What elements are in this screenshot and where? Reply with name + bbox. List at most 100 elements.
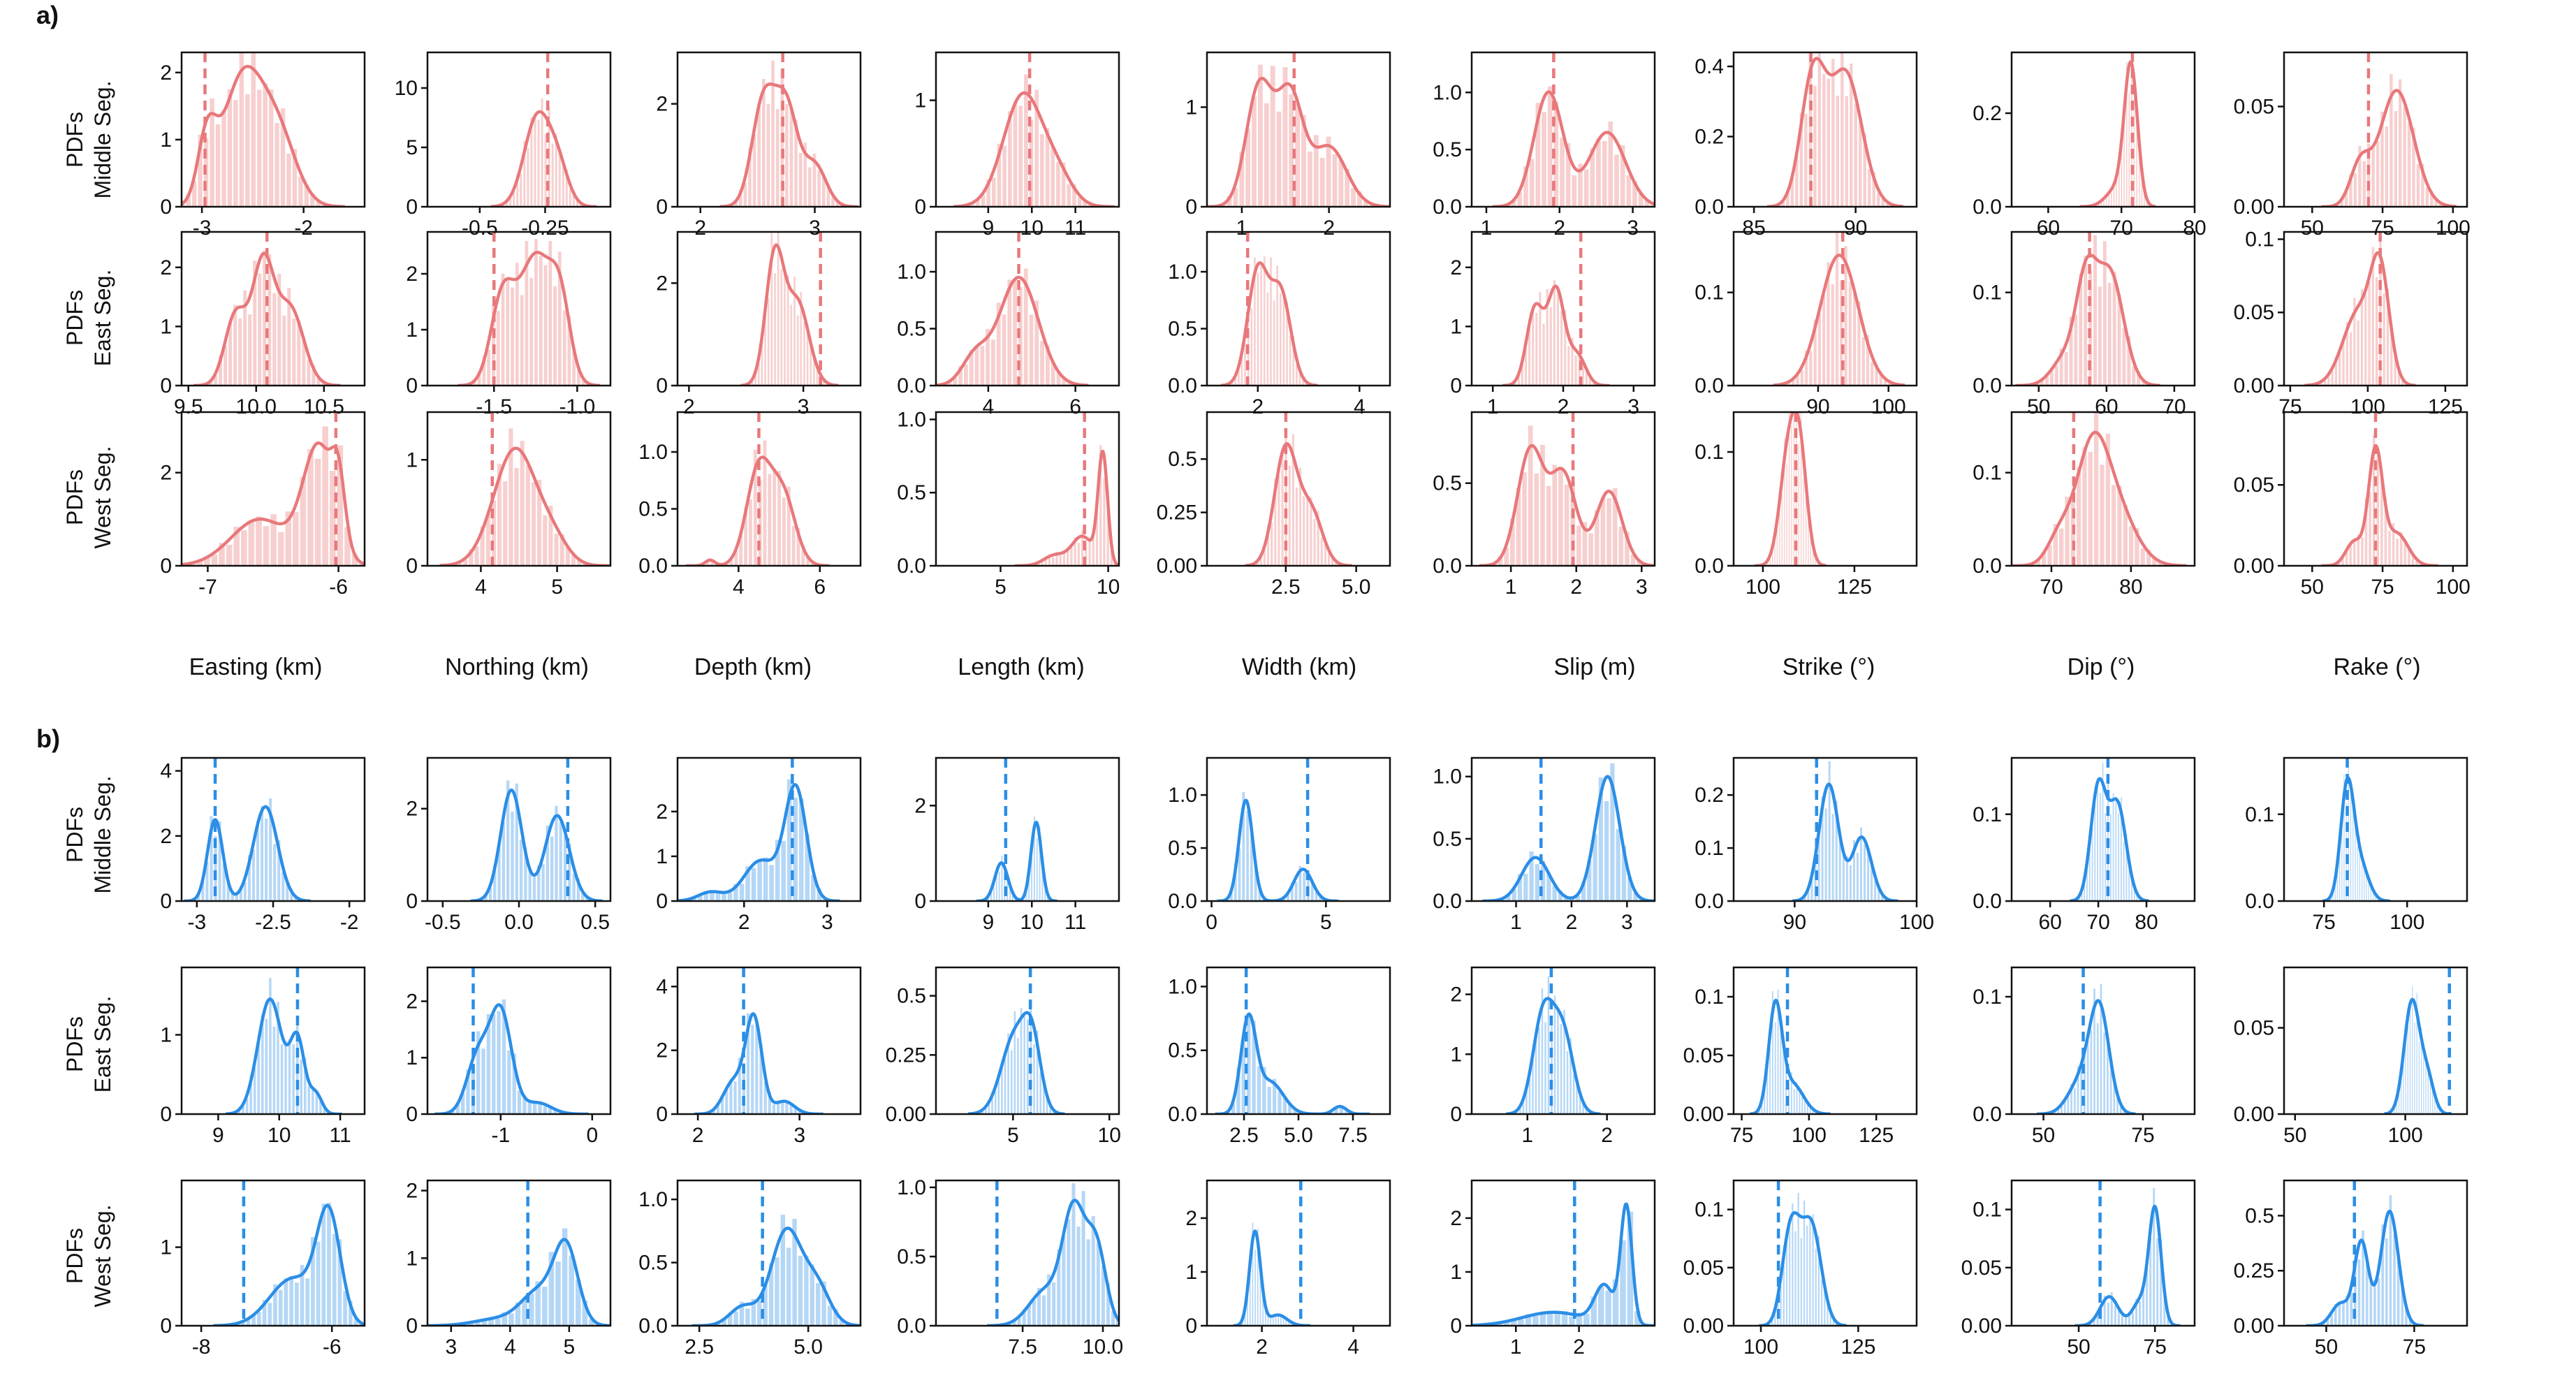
histogram-b-west-seg-dip <box>2082 1188 2173 1326</box>
hist-bar-b-middle-seg-dip-23 <box>2136 894 2138 901</box>
ytick-label-a-west-seg-slip-m-0: 0.0 <box>1433 555 1462 578</box>
hist-bar-b-middle-seg-length-km-5 <box>995 867 997 901</box>
hist-bar-a-west-seg-strike-4 <box>1769 557 1771 566</box>
hist-bar-a-west-seg-length-km-14 <box>1074 536 1076 566</box>
hist-bar-b-middle-seg-width-km-1 <box>1229 892 1233 901</box>
density-curve-b-east-seg-rake <box>2383 997 2453 1114</box>
hist-bar-b-east-seg-northing-km-12 <box>507 1050 511 1114</box>
hist-bar-a-west-seg-rake-12 <box>2376 455 2380 566</box>
hist-bar-b-west-seg-width-km-19 <box>1288 1319 1289 1326</box>
hist-bar-a-middle-seg-width-km-3 <box>1239 151 1245 207</box>
hist-bar-a-east-seg-easting-km-11 <box>258 273 262 386</box>
hist-bar-a-east-seg-easting-km-7 <box>238 318 242 386</box>
ytick-label-b-middle-seg-slip-m-2: 1.0 <box>1433 766 1462 789</box>
hist-bar-b-east-seg-easting-km-5 <box>253 1067 256 1114</box>
hist-bar-b-east-seg-rake-7 <box>2405 1023 2406 1114</box>
hist-bar-b-west-seg-width-km-10 <box>1264 1305 1266 1326</box>
hist-bar-a-middle-seg-length-km-13 <box>1034 89 1039 207</box>
hist-bar-b-middle-seg-northing-km-13 <box>537 865 541 901</box>
histogram-a-middle-seg-northing-km <box>499 98 590 207</box>
hist-bar-a-east-seg-strike-23 <box>1883 379 1887 386</box>
hist-bar-a-middle-seg-slip-m-14 <box>1590 148 1595 207</box>
ytick-label-a-east-seg-depth-km-0: 0 <box>656 374 668 397</box>
hist-bar-b-east-seg-depth-km-6 <box>729 1078 733 1114</box>
axes-frame-a-east-seg-width-km <box>1206 231 1391 387</box>
ytick-label-b-east-seg-length-km-2: 0.5 <box>897 985 926 1008</box>
hist-bar-a-east-seg-width-km-14 <box>1273 300 1275 386</box>
subplot-b-middle-seg-slip-m: 1 2 30.00.51.0 <box>1433 756 1656 934</box>
hist-bar-a-middle-seg-easting-km-23 <box>316 201 321 207</box>
hist-bar-b-east-seg-length-km-5 <box>991 1091 993 1114</box>
subplot-b-west-seg-rake: 50 750.000.250.5 <box>2234 1179 2468 1359</box>
hist-bar-b-east-seg-dip-11 <box>2080 1071 2083 1114</box>
hist-bar-a-east-seg-strike-1 <box>1787 381 1791 386</box>
hist-bar-a-east-seg-dip-15 <box>2098 286 2102 386</box>
hist-bar-a-west-seg-length-km-6 <box>1044 559 1047 566</box>
ytick-label-a-west-seg-length-km-2: 1.0 <box>897 408 926 431</box>
hist-bar-b-west-seg-slip-m-14 <box>1561 1311 1568 1326</box>
hist-bar-a-west-seg-slip-m-23 <box>1630 554 1636 566</box>
hist-bar-a-west-seg-length-km-20 <box>1095 508 1099 566</box>
hist-bar-b-west-seg-depth-km-14 <box>786 1248 791 1326</box>
hist-bar-a-west-seg-depth-km-21 <box>796 527 800 566</box>
hist-bar-a-middle-seg-strike-6 <box>1804 114 1808 207</box>
hist-bar-b-west-seg-length-km-19 <box>1091 1216 1095 1326</box>
hist-bar-a-west-seg-northing-km-12 <box>520 441 525 566</box>
hist-bar-a-east-seg-width-km-22 <box>1298 367 1301 386</box>
hist-bar-b-east-seg-length-km-20 <box>1039 1072 1042 1114</box>
hist-bar-a-middle-seg-strike-8 <box>1813 85 1817 207</box>
hist-bar-a-west-seg-dip-10 <box>2082 447 2087 566</box>
hist-bar-b-middle-seg-northing-km-9 <box>519 839 523 901</box>
hist-bar-a-middle-seg-slip-m-25 <box>1657 205 1662 207</box>
hist-bar-a-middle-seg-length-km-3 <box>981 194 986 207</box>
row-label-a-1-line1: PDFs <box>62 290 87 346</box>
histogram-b-west-seg-easting-km <box>224 1202 364 1326</box>
xlabel-depth: Depth (km) <box>694 654 812 680</box>
hist-bar-b-east-seg-easting-km-21 <box>315 1091 319 1114</box>
hist-bar-a-east-seg-rake-18 <box>2379 232 2382 386</box>
hist-bar-b-middle-seg-easting-km-19 <box>273 844 277 901</box>
density-curve-b-middle-seg-dip <box>2068 777 2151 901</box>
row-label-a-2-line2: West Seg. <box>90 446 115 548</box>
subplot-a-middle-seg-slip-m: 1 2 30.00.51.0 <box>1433 51 1662 240</box>
hist-bar-b-east-seg-slip-m-5 <box>1528 1078 1531 1114</box>
hist-bar-a-west-seg-strike-10 <box>1783 437 1785 566</box>
hist-bar-a-middle-seg-dip-7 <box>2103 198 2105 207</box>
hist-bar-a-middle-seg-easting-km-15 <box>268 89 274 207</box>
hist-bar-a-middle-seg-slip-m-6 <box>1542 112 1546 207</box>
hist-bar-a-east-seg-strike-4 <box>1800 370 1803 386</box>
hist-bar-b-east-seg-slip-m-18 <box>1569 1038 1572 1114</box>
hist-bar-a-middle-seg-northing-km-18 <box>562 166 564 207</box>
ytick-label-b-middle-seg-strike-1: 0.1 <box>1695 837 1724 860</box>
xtick-label-b-east-seg-easting-km-1: 10 <box>268 1124 291 1147</box>
axes-frame-a-west-seg-width-km <box>1206 411 1391 567</box>
hist-bar-a-east-seg-easting-km-13 <box>268 254 272 386</box>
hist-bar-b-west-seg-strike-3 <box>1774 1312 1776 1326</box>
hist-bar-a-west-seg-easting-km-12 <box>263 526 270 566</box>
hist-bar-b-middle-seg-width-km-16 <box>1290 882 1294 901</box>
hist-bar-a-east-seg-length-km-10 <box>990 339 995 386</box>
hist-bar-b-west-seg-depth-km-22 <box>833 1309 838 1326</box>
hist-bar-b-west-seg-length-km-17 <box>1081 1191 1085 1326</box>
hist-bar-a-east-seg-depth-km-7 <box>770 233 773 386</box>
histogram-b-west-seg-rake <box>2314 1195 2415 1326</box>
hist-bar-b-east-seg-slip-m-15 <box>1560 1023 1563 1114</box>
ytick-label-b-middle-seg-northing-km-0: 0 <box>406 890 418 913</box>
xtick-label-b-middle-seg-depth-km-0: 2 <box>738 911 750 934</box>
hist-bar-b-west-seg-strike-8 <box>1789 1222 1791 1326</box>
ytick-label-b-west-seg-depth-km-0: 0.0 <box>638 1315 668 1338</box>
hist-bar-a-west-seg-width-km-15 <box>1306 497 1309 566</box>
hist-bar-a-west-seg-dip-20 <box>2140 548 2145 566</box>
hist-bar-b-east-seg-length-km-15 <box>1023 1016 1025 1114</box>
hist-bar-b-west-seg-length-km-20 <box>1096 1242 1100 1326</box>
ytick-label-a-east-seg-northing-km-0: 0 <box>406 374 418 397</box>
ytick-label-a-west-seg-dip-1: 0.1 <box>1973 462 2002 485</box>
hist-bar-b-east-seg-depth-km-11 <box>751 1025 754 1114</box>
axes-frame-b-middle-seg-rake <box>2283 756 2468 902</box>
ytick-label-a-west-seg-dip-0: 0.0 <box>1973 555 2002 578</box>
hist-bar-b-middle-seg-slip-m-7 <box>1535 864 1539 901</box>
hist-bar-b-west-seg-slip-m-13 <box>1554 1313 1560 1326</box>
hist-bar-b-middle-seg-strike-11 <box>1838 840 1841 901</box>
hist-bar-b-middle-seg-rake-13 <box>2357 846 2358 901</box>
